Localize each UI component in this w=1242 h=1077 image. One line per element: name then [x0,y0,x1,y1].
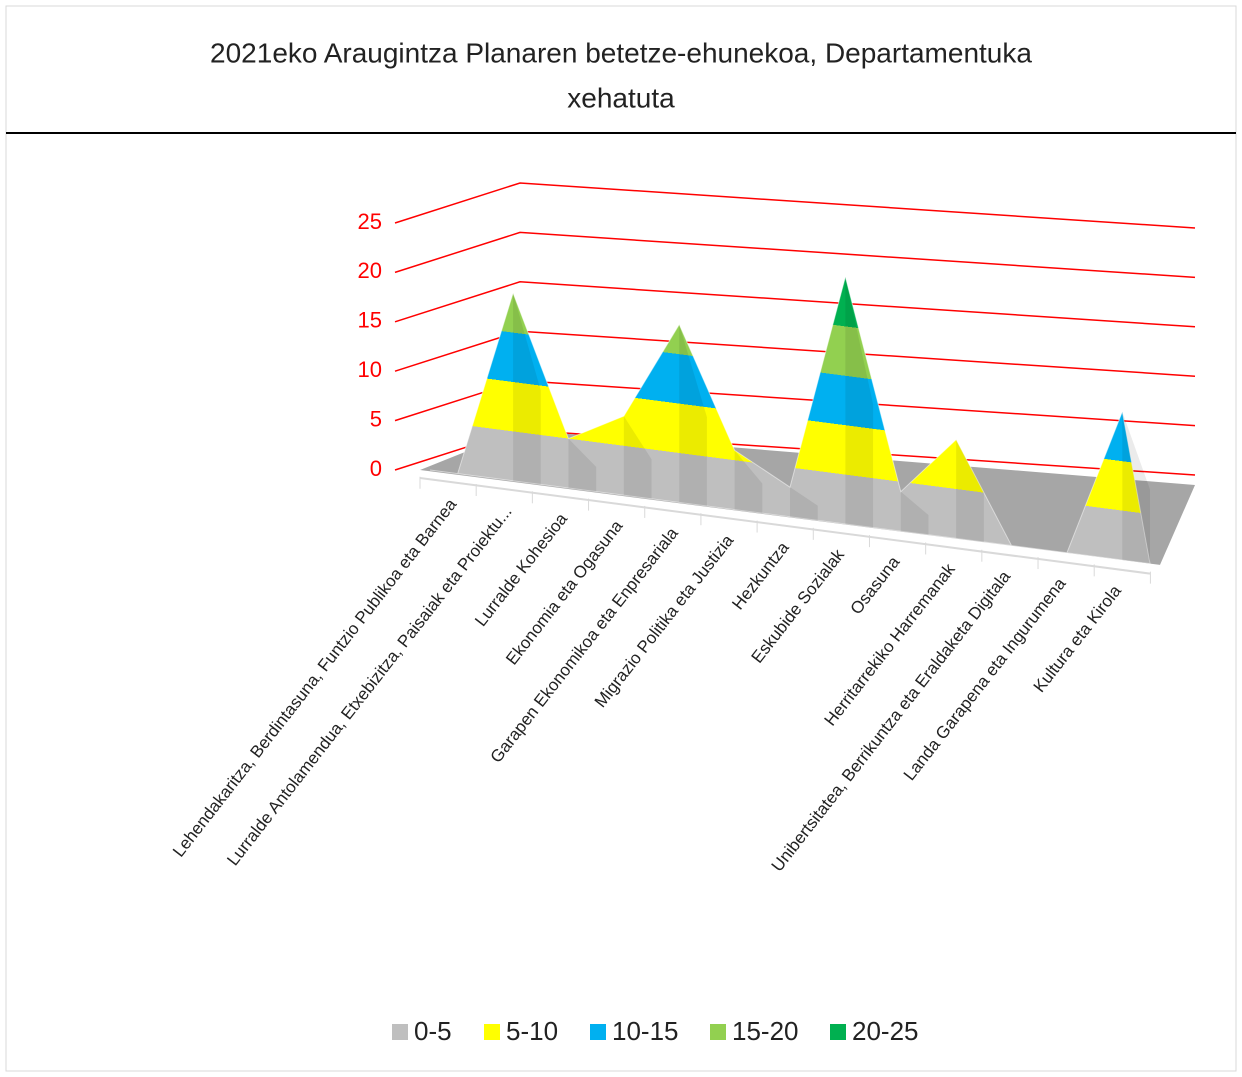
facet-shade [845,277,874,528]
legend-swatch [830,1024,846,1040]
x-axis [419,477,1151,575]
facet-shade [734,450,763,514]
facet-shade [623,416,652,499]
chart-title: xehatuta [567,82,675,113]
legend-swatch [392,1024,408,1040]
y-tick-label: 15 [358,308,382,333]
grid-line [394,231,1196,279]
legend-label: 20-25 [852,1016,919,1046]
legend-swatch [590,1024,606,1040]
facet-shade [513,293,541,485]
y-tick-label: 25 [358,209,382,234]
legend-swatch [484,1024,500,1040]
facet-shade [790,487,818,521]
facet-shade [1122,411,1150,564]
facet-shade [679,324,707,506]
facet-shade [568,438,597,492]
y-tick-label: 10 [358,357,382,382]
legend-label: 0-5 [414,1016,452,1046]
y-tick-label: 20 [358,258,382,283]
legend-label: 5-10 [506,1016,558,1046]
legend-label: 15-20 [732,1016,799,1046]
y-tick-label: 0 [370,456,382,481]
grid-line [394,182,1196,229]
grid-line [394,281,1196,328]
y-tick-label: 5 [370,406,382,431]
chart-title: 2021eko Araugintza Planaren betetze-ehun… [210,37,1032,68]
facet-shade [956,439,984,542]
facet-shade [900,491,929,535]
legend-label: 10-15 [612,1016,679,1046]
surface [429,275,1151,565]
legend-swatch [710,1024,726,1040]
